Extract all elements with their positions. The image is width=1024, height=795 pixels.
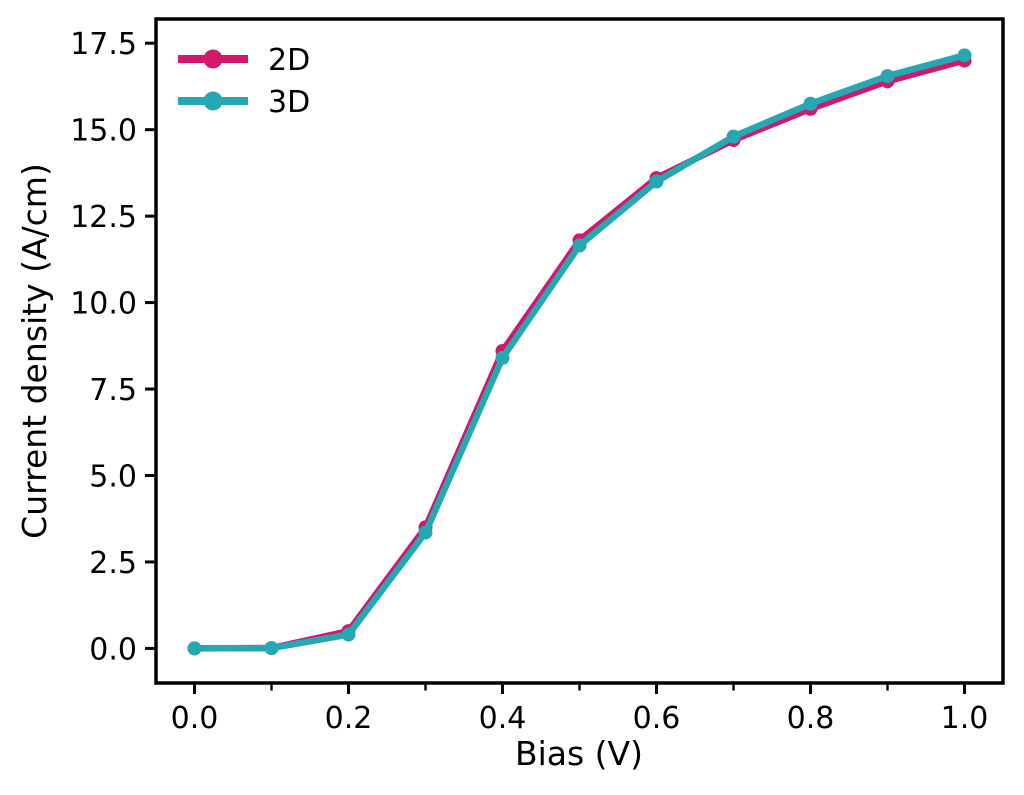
- series-3d-marker: [957, 48, 972, 63]
- legend-label-3d: 3D: [268, 85, 310, 120]
- axes-layer: 0.0 0.2 0.4 0.6 0.8 1.0 0.0 2.5 5.0 7.5 10.0 12.5 15…: [70, 17, 1005, 736]
- y-tick-label: 15.0: [70, 114, 137, 149]
- series-3d-marker: [187, 641, 202, 656]
- legend-label-2d: 2D: [268, 43, 310, 78]
- y-tick-label: 2.5: [89, 546, 137, 581]
- y-tick-label: 0.0: [89, 632, 137, 667]
- series-layer: [187, 48, 972, 656]
- legend-entry-2d: 2D: [178, 43, 310, 78]
- series-3d-marker: [264, 641, 279, 656]
- series-3d-marker: [418, 525, 433, 540]
- series-3d-line: [191, 52, 968, 652]
- axes-spines: [154, 17, 1005, 685]
- x-tick-label: 0.0: [171, 701, 219, 736]
- x-tick-label: 0.4: [479, 701, 527, 736]
- series-3d-marker: [726, 129, 741, 144]
- legend-marker-3d: [203, 91, 223, 111]
- series-3d-marker: [572, 238, 587, 253]
- series-3d-marker: [341, 627, 356, 642]
- legend-marker-2d: [203, 49, 223, 69]
- y-axis-label: Current density (A/cm): [15, 163, 54, 539]
- y-tick-label: 7.5: [89, 373, 137, 408]
- legend-entry-3d: 3D: [178, 85, 310, 120]
- series-3d-marker: [803, 96, 818, 111]
- y-tick-label: 17.5: [70, 27, 137, 62]
- y-tick-label: 10.0: [70, 287, 137, 322]
- series-3d-marker: [880, 69, 895, 84]
- x-tick-label: 1.0: [941, 701, 989, 736]
- y-tick-label: 12.5: [70, 200, 137, 235]
- x-tick-label: 0.2: [325, 701, 373, 736]
- x-axis-label: Bias (V): [515, 734, 643, 773]
- series-3d-marker: [649, 174, 664, 189]
- x-tick-label: 0.8: [787, 701, 835, 736]
- series-2d-line: [191, 57, 968, 652]
- series-3d-marker: [495, 350, 510, 365]
- x-tick-label: 0.6: [633, 701, 681, 736]
- y-tick-label: 5.0: [89, 460, 137, 495]
- legend: 2D 3D: [178, 43, 310, 120]
